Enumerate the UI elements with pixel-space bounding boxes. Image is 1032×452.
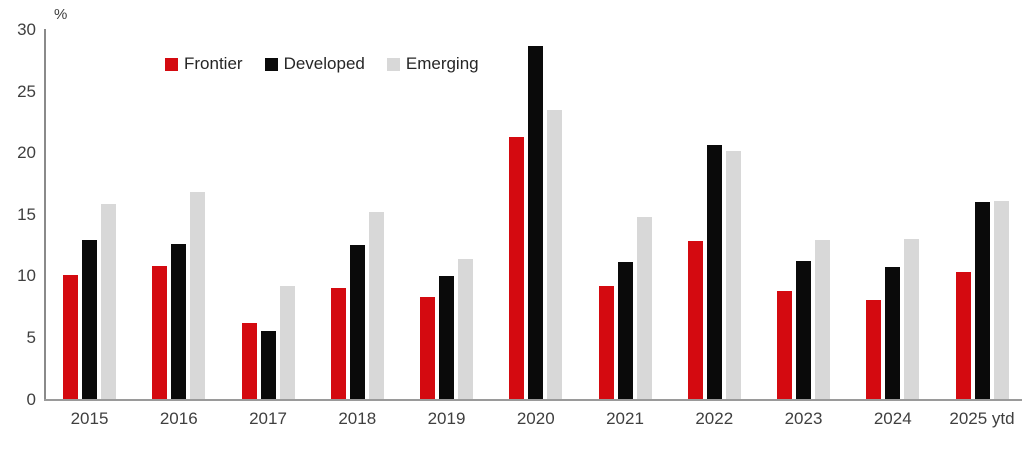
x-tick-label: 2015 xyxy=(70,409,109,428)
bar-frontier-2020 xyxy=(509,136,525,399)
bar-emerging-2017 xyxy=(279,285,295,399)
x-axis-line xyxy=(44,399,1022,401)
y-tick-label: 15 xyxy=(17,204,36,224)
y-tick-label: 20 xyxy=(17,143,36,163)
x-tick-label: 2019 xyxy=(427,409,466,428)
legend-swatch-icon xyxy=(264,57,278,71)
bar-emerging-2019 xyxy=(458,258,473,399)
bar-developed-2019 xyxy=(439,275,454,399)
y-tick-label: 0 xyxy=(26,389,36,409)
x-tick-label: 2017 xyxy=(249,409,287,428)
bar-frontier-2025-ytd xyxy=(955,272,971,399)
bar-frontier-2021 xyxy=(598,285,614,399)
bar-emerging-2025-ytd xyxy=(993,200,1009,399)
legend-label: Developed xyxy=(283,54,365,73)
bar-emerging-2024 xyxy=(904,238,920,399)
bar-frontier-2023 xyxy=(777,290,792,399)
legend-label: Frontier xyxy=(184,54,243,73)
bar-frontier-2019 xyxy=(420,296,435,399)
bar-frontier-2017 xyxy=(241,322,257,399)
x-tick-label: 2021 xyxy=(606,409,644,428)
bar-developed-2020 xyxy=(528,45,544,399)
bar-emerging-2021 xyxy=(636,216,652,399)
legend-swatch-icon xyxy=(165,57,178,71)
x-tick-label: 2016 xyxy=(159,409,198,428)
bar-emerging-2023 xyxy=(815,240,830,399)
bar-developed-2022 xyxy=(706,145,722,399)
x-tick-label: 2018 xyxy=(338,409,377,428)
x-tick-label: 2024 xyxy=(873,409,912,428)
y-tick-label: 10 xyxy=(17,266,36,286)
bar-emerging-2020 xyxy=(547,109,563,399)
bar-emerging-2016 xyxy=(190,192,206,399)
legend-item-frontier: Frontier xyxy=(165,54,243,74)
bar-emerging-2022 xyxy=(725,151,741,399)
bar-developed-2018 xyxy=(349,245,365,399)
bar-developed-2016 xyxy=(171,243,187,399)
bar-frontier-2024 xyxy=(866,300,882,399)
bar-frontier-2022 xyxy=(687,241,703,399)
bar-developed-2015 xyxy=(82,240,97,399)
x-tick-label: 2025 ytd xyxy=(949,409,1015,428)
bar-frontier-2015 xyxy=(63,274,78,399)
bar-developed-2021 xyxy=(617,262,633,399)
bar-frontier-2018 xyxy=(330,288,346,399)
x-tick-label: 2020 xyxy=(516,409,555,428)
y-tick-label: 30 xyxy=(17,20,36,39)
x-tick-label: 2022 xyxy=(695,409,734,428)
legend-swatch-icon xyxy=(386,57,400,71)
bar-frontier-2016 xyxy=(152,265,168,399)
y-axis-unit-label: % xyxy=(54,6,68,23)
x-tick-label: 2023 xyxy=(784,409,823,428)
bar-developed-2025-ytd xyxy=(974,201,990,399)
legend-item-developed: Developed xyxy=(264,54,365,74)
y-tick-label: 25 xyxy=(17,81,36,101)
y-axis-line xyxy=(44,29,46,400)
bar-developed-2023 xyxy=(796,261,811,399)
chart-legend: Frontier Developed Emerging xyxy=(165,54,479,74)
bar-developed-2017 xyxy=(260,331,276,399)
legend-label: Emerging xyxy=(405,54,479,73)
legend-item-emerging: Emerging xyxy=(386,54,479,74)
bar-emerging-2015 xyxy=(101,204,116,399)
y-tick-label: 5 xyxy=(26,327,36,347)
bar-emerging-2018 xyxy=(368,211,384,399)
bar-developed-2024 xyxy=(885,267,901,399)
